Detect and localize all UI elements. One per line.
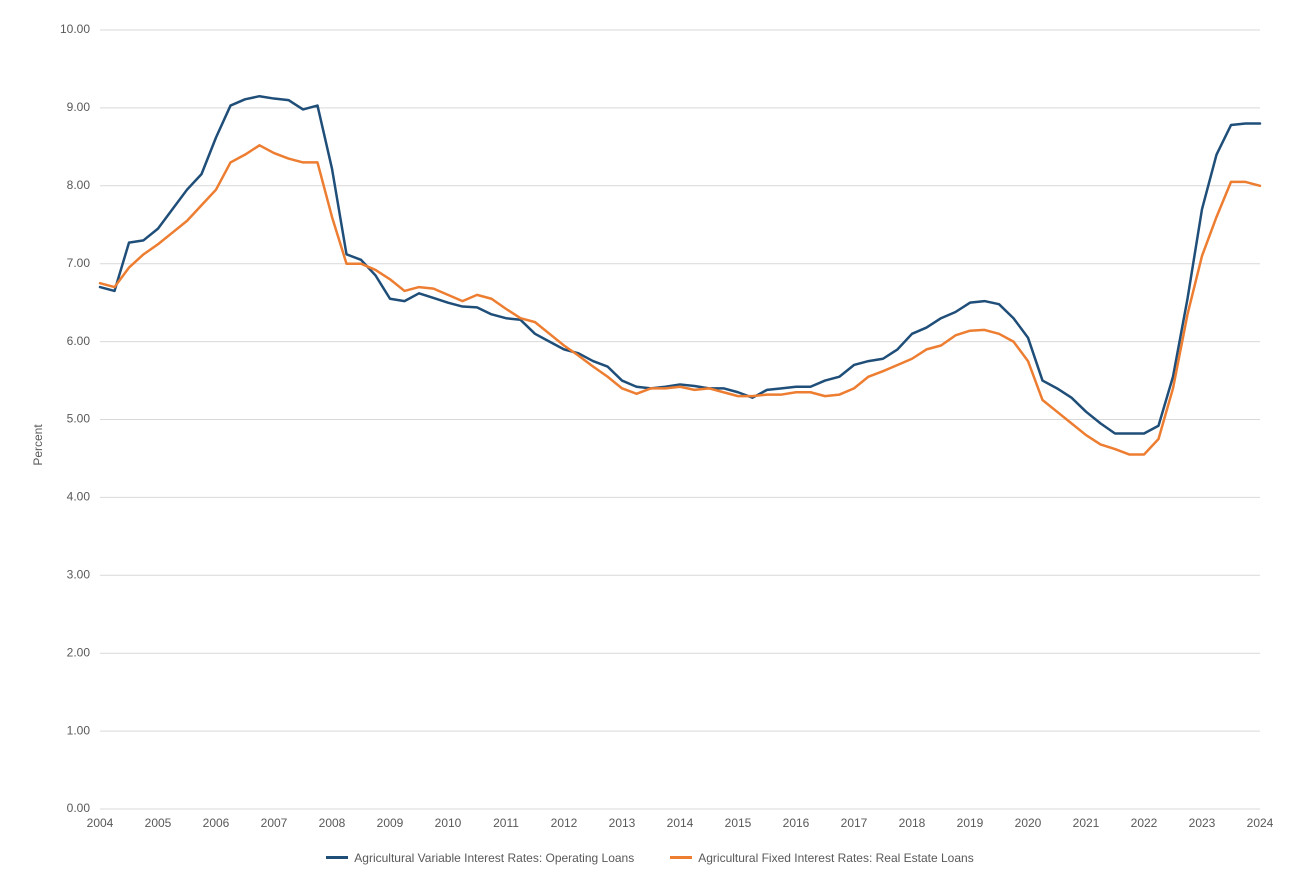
- chart-svg: 0.00 1.00 2.00 3.00 4.00 5.00 6.00 7.00 8.00 9.00…: [0, 0, 1300, 889]
- line-chart: 0.00 1.00 2.00 3.00 4.00 5.00 6.00 7.00 8.00 9.00…: [0, 0, 1300, 889]
- svg-text:2011: 2011: [493, 816, 519, 830]
- svg-text:2007: 2007: [261, 816, 288, 830]
- svg-text:2022: 2022: [1131, 816, 1158, 830]
- svg-text:2012: 2012: [551, 816, 578, 830]
- svg-text:2019: 2019: [957, 816, 984, 830]
- svg-text:2017: 2017: [841, 816, 868, 830]
- svg-text:3.00: 3.00: [67, 567, 91, 581]
- svg-text:9.00: 9.00: [67, 100, 91, 114]
- legend-item: Agricultural Variable Interest Rates: Op…: [326, 851, 634, 865]
- legend-item: Agricultural Fixed Interest Rates: Real …: [670, 851, 973, 865]
- svg-text:2.00: 2.00: [67, 645, 91, 659]
- legend-swatch: [670, 856, 692, 859]
- svg-text:2015: 2015: [725, 816, 752, 830]
- svg-text:7.00: 7.00: [67, 256, 91, 270]
- svg-text:2004: 2004: [87, 816, 114, 830]
- svg-text:2021: 2021: [1073, 816, 1100, 830]
- svg-text:2018: 2018: [899, 816, 926, 830]
- chart-legend: Agricultural Variable Interest Rates: Op…: [0, 848, 1300, 865]
- svg-text:2020: 2020: [1015, 816, 1042, 830]
- svg-text:2013: 2013: [609, 816, 636, 830]
- svg-text:2006: 2006: [203, 816, 230, 830]
- svg-text:10.00: 10.00: [60, 22, 90, 36]
- svg-text:2023: 2023: [1189, 816, 1216, 830]
- y-axis-label: Percent: [31, 424, 45, 465]
- svg-text:0.00: 0.00: [67, 801, 91, 815]
- svg-text:2009: 2009: [377, 816, 404, 830]
- svg-text:5.00: 5.00: [67, 412, 91, 426]
- svg-text:2024: 2024: [1247, 816, 1274, 830]
- svg-text:2010: 2010: [435, 816, 462, 830]
- legend-label: Agricultural Fixed Interest Rates: Real …: [698, 851, 973, 865]
- svg-text:2016: 2016: [783, 816, 810, 830]
- svg-text:6.00: 6.00: [67, 334, 91, 348]
- svg-text:2005: 2005: [145, 816, 172, 830]
- svg-text:2008: 2008: [319, 816, 346, 830]
- svg-text:1.00: 1.00: [67, 723, 91, 737]
- legend-swatch: [326, 856, 348, 859]
- svg-text:4.00: 4.00: [67, 490, 91, 504]
- svg-text:8.00: 8.00: [67, 178, 91, 192]
- svg-text:2014: 2014: [667, 816, 694, 830]
- legend-label: Agricultural Variable Interest Rates: Op…: [354, 851, 634, 865]
